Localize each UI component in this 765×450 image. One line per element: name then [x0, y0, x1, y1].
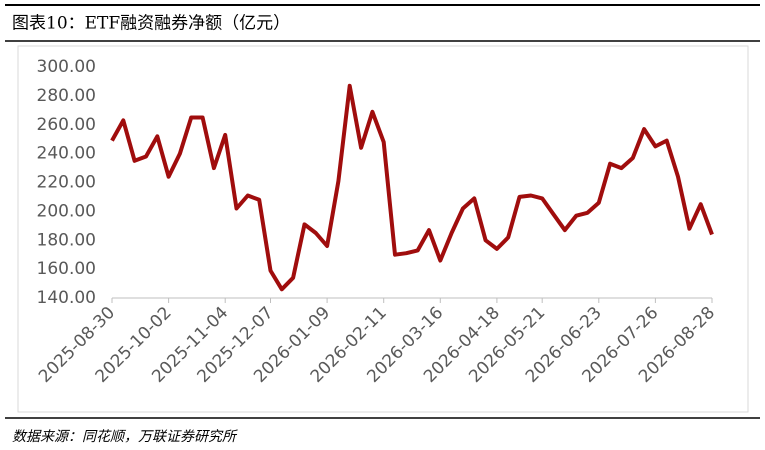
y-tick-label: 280.00	[37, 86, 96, 106]
source-note: 数据来源：同花顺，万联证券研究所	[12, 429, 238, 445]
y-tick-label: 200.00	[37, 201, 96, 221]
y-tick-label: 160.00	[37, 259, 96, 279]
y-tick-label: 300.00	[37, 57, 96, 77]
y-tick-label: 140.00	[37, 288, 96, 308]
y-tick-label: 180.00	[37, 230, 96, 250]
y-tick-label: 260.00	[37, 115, 96, 135]
data-line	[110, 83, 714, 292]
chart-title: 图表10：ETF融资融券净额（亿元）	[12, 14, 290, 34]
y-tick-label: 220.00	[37, 173, 96, 193]
chart-frame	[17, 45, 749, 413]
y-tick-label: 240.00	[37, 144, 96, 164]
